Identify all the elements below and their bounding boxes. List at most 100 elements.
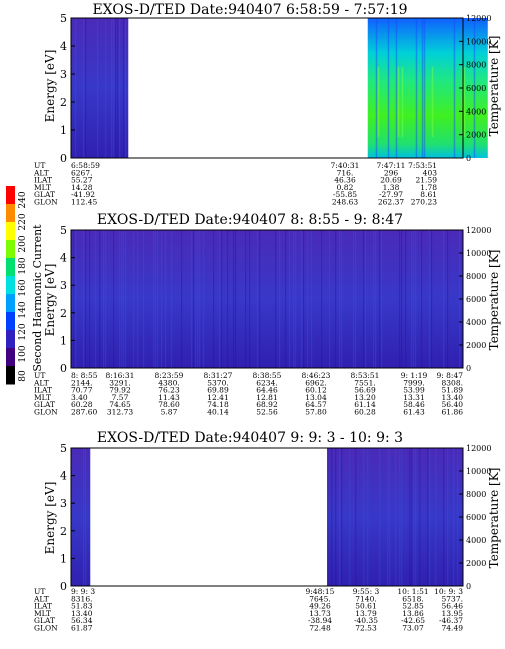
y2-tick-label: 10000 (466, 467, 491, 476)
table-cell: 262.37 (378, 198, 404, 207)
data-stripe (155, 230, 157, 368)
table-row-label: ALT (33, 168, 49, 177)
data-stripe (75, 18, 77, 158)
colorbar-swatch (6, 366, 15, 385)
table-cell: 51.89 (442, 386, 464, 395)
data-stripe (427, 448, 429, 586)
y-axis-label: Energy [eV] (43, 50, 57, 123)
data-stripe (411, 448, 413, 586)
plot-area: 0 1 2 3 4 5 0 2000 4000 6000 8000 10000 12000 (60, 224, 491, 375)
table-cell: 74.18 (207, 400, 229, 409)
y2-tick-label: 10000 (466, 249, 491, 258)
data-stripe (473, 18, 476, 158)
data-stripe (341, 230, 343, 368)
table-cell: 52.56 (256, 408, 278, 417)
colorbar-tick-label: 100 (18, 345, 28, 362)
colorbar-tick-label: 200 (18, 235, 28, 252)
colorbar-swatch (6, 312, 15, 331)
table-cell: 21.59 (416, 176, 438, 185)
data-stripe (431, 67, 434, 137)
table-cell: 11.43 (158, 393, 180, 402)
data-stripe (457, 448, 459, 586)
colorbar-tick-label: 220 (18, 213, 28, 230)
data-stripe (389, 448, 391, 586)
table-cell: 7:40:31 (331, 161, 360, 170)
data-stripe (221, 230, 223, 368)
data-stripe (379, 448, 381, 586)
table-cell: 56.46 (442, 602, 464, 611)
table-cell: 7551. (354, 378, 375, 387)
table-cell: 61.14 (354, 400, 376, 409)
data-stripe (429, 230, 431, 368)
data-stripe (83, 18, 85, 158)
data-stripe (401, 230, 403, 368)
table-cell: 10: 9: 3 (434, 587, 463, 596)
data-stripe (395, 448, 397, 586)
table-cell: -42.65 (401, 616, 425, 625)
data-stripe (339, 230, 341, 368)
colorbar-swatch (6, 186, 15, 205)
data-stripe (249, 230, 251, 368)
panel-3: EXOS-D/TED Date:940407 9: 9: 3 - 10: 9: … (33, 430, 501, 633)
data-stripe (195, 230, 197, 368)
y-tick-label: 3 (60, 279, 67, 292)
y-axis-label: Energy [eV] (43, 264, 57, 337)
colorbar-tick-label: 160 (18, 279, 28, 296)
table-cell: 14.28 (71, 183, 93, 192)
data-span (327, 448, 463, 586)
colorbar-ticks: 240 220 200 180 160 140 120 100 80 (18, 191, 28, 382)
y-tick-label: 1 (60, 334, 67, 347)
table-cell: 60.28 (71, 400, 93, 409)
table-row-label: ILAT (34, 386, 52, 395)
data-stripe (321, 230, 323, 368)
orbit-table: UT 9: 9: 3 9:48:15 9:55: 3 10: 1:51 10: 9: 3 A… (33, 587, 463, 633)
table-cell: 8308. (442, 378, 463, 387)
y2-axis-label: Temperature [K] (487, 468, 501, 569)
data-stripe (157, 230, 159, 368)
y2-tick-label: 2000 (466, 341, 486, 350)
data-stripe (363, 230, 365, 368)
data-stripe (233, 230, 235, 368)
table-cell: 8:53:51 (351, 371, 380, 380)
colorbar-swatch (6, 294, 15, 313)
data-stripe (219, 230, 221, 368)
y-tick-label: 2 (60, 525, 67, 538)
y-tick-label: 4 (60, 252, 67, 265)
data-stripe (125, 230, 127, 368)
table-cell: 61.87 (71, 624, 93, 633)
data-stripe (461, 67, 464, 137)
data-stripe (301, 230, 303, 368)
table-cell: 13.20 (354, 393, 376, 402)
table-cell: 13.73 (309, 609, 331, 618)
data-stripe (125, 18, 127, 158)
data-stripe (423, 18, 426, 158)
y2-tick-label: 6000 (466, 84, 486, 93)
data-stripe (105, 18, 107, 158)
table-cell: -40.35 (354, 616, 378, 625)
table-cell: 53.99 (403, 386, 425, 395)
data-stripe (133, 230, 135, 368)
y-tick-label: 5 (60, 224, 67, 237)
table-row-label: GLON (34, 624, 58, 633)
data-stripe (117, 18, 119, 158)
data-stripe (399, 448, 401, 586)
y2-tick-label: 6000 (466, 513, 486, 522)
table-cell: 7140. (355, 594, 376, 603)
table-cell: 52.85 (402, 602, 424, 611)
data-stripe (397, 67, 400, 137)
table-cell: 3.40 (71, 393, 88, 402)
y2-tick-label: 12000 (466, 444, 491, 453)
table-cell: 5737. (442, 594, 463, 603)
colorbar-swatch (6, 258, 15, 277)
data-stripe (73, 230, 75, 368)
table-cell: 8:38:55 (253, 371, 282, 380)
colorbar-swatch (6, 222, 15, 241)
colorbar-tick-label: 180 (18, 257, 28, 274)
table-cell: 0.82 (337, 183, 354, 192)
table-cell: 5370. (207, 378, 228, 387)
table-cell: 7.57 (112, 393, 129, 402)
colorbar-tick-label: 120 (18, 323, 28, 340)
data-stripe (379, 230, 381, 368)
data-stripe (421, 230, 423, 368)
y-tick-label: 0 (60, 362, 67, 375)
